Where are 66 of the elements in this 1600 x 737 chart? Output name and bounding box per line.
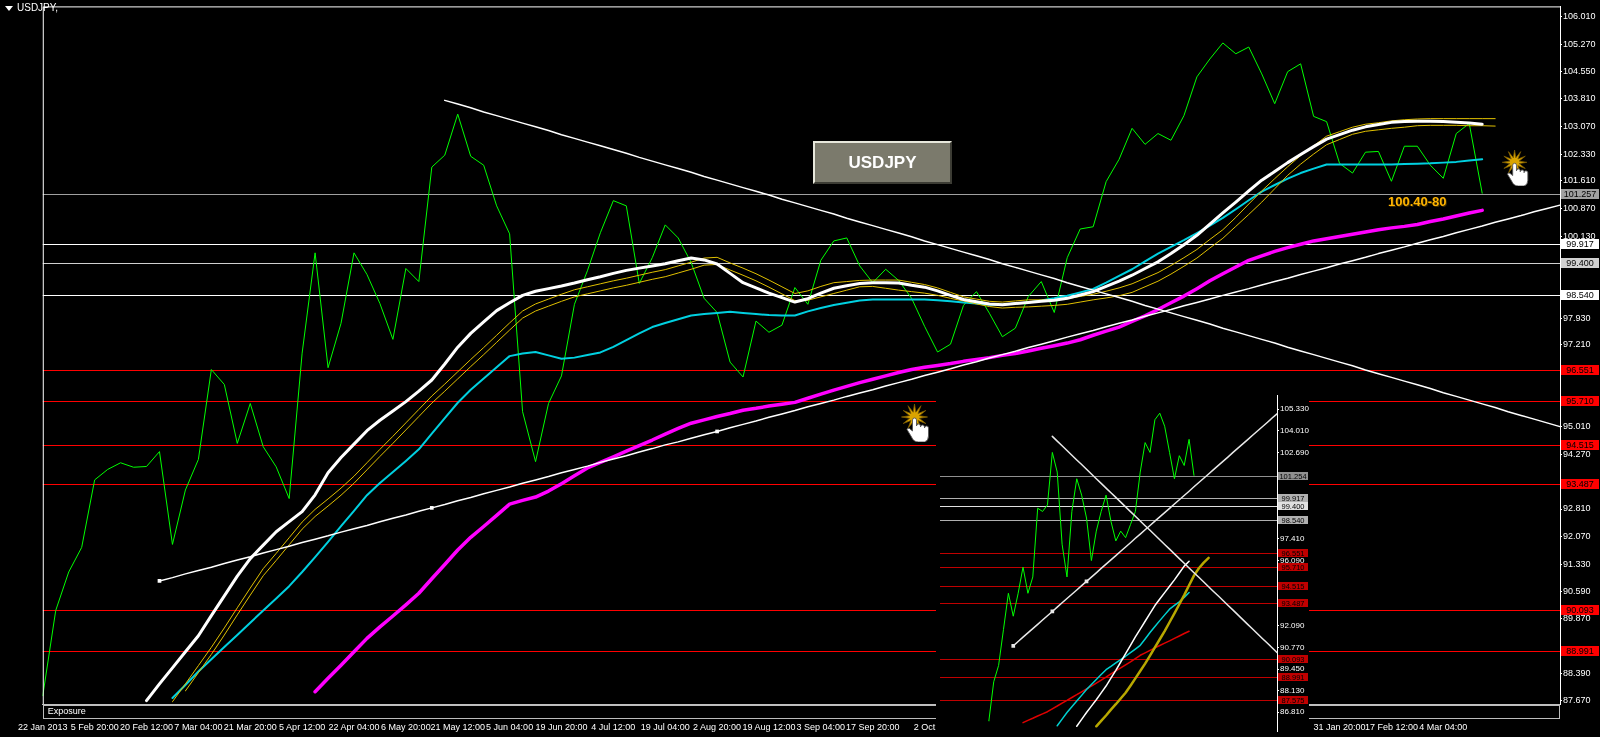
x-tick-label: 5 Feb 20:00 — [70, 721, 119, 732]
y-tick-label: 103.810 — [1563, 93, 1596, 104]
y-tick-label: 105.330 — [1280, 404, 1310, 414]
y-tick-label: 89.450 — [1280, 664, 1306, 674]
y-tick-label: 105.270 — [1563, 38, 1596, 49]
y-tick-label: 104.550 — [1563, 65, 1596, 76]
x-tick-label: 22 Jan 2013 — [18, 721, 68, 732]
x-tick-label: 31 Jan 20:00 — [1313, 721, 1366, 732]
y-tick-label: 106.010 — [1563, 11, 1596, 22]
y-tick-label: 92.090 — [1280, 621, 1306, 631]
x-tick-label: 17 Sep 20:00 — [845, 721, 900, 732]
x-tick-label: 5 Apr 12:00 — [279, 721, 326, 732]
x-tick-label: 6 May 20:00 — [381, 721, 431, 732]
y-tick-label: 102.330 — [1563, 148, 1596, 159]
chart-title: USDJPY, — [17, 2, 58, 14]
y-tick-label: 86.810 — [1280, 707, 1306, 717]
y-tick-label: 92.810 — [1563, 503, 1591, 514]
x-tick-label: 2 Oct — [913, 721, 936, 732]
y-tick-label: 102.690 — [1280, 447, 1310, 457]
ref-line-label: 99.917 — [1566, 238, 1594, 249]
label-button: USDJPY — [813, 141, 952, 184]
y-tick-label: 97.930 — [1563, 312, 1591, 323]
x-tick-label: 19 Jun 20:00 — [535, 721, 588, 732]
y-tick-label: 97.410 — [1280, 534, 1306, 544]
ref-line-label: 96.551 — [1566, 364, 1594, 375]
y-tick-label: 103.070 — [1563, 120, 1596, 131]
ref-line-label: 93.487 — [1566, 478, 1594, 489]
x-tick-label: 2 Aug 20:00 — [693, 721, 742, 732]
x-tick-label: 19 Aug 12:00 — [742, 721, 796, 732]
x-tick-label: 21 May 12:00 — [430, 721, 486, 732]
y-tick-label: 104.010 — [1280, 426, 1310, 436]
annotation: 100.40-80 — [1388, 194, 1447, 209]
x-tick-label: 21 Mar 20:00 — [223, 721, 277, 732]
y-tick-label: 87.670 — [1563, 695, 1591, 706]
y-tick-label: 90.590 — [1563, 586, 1591, 597]
ref-line-label: 88.991 — [1566, 645, 1594, 656]
y-tick-label: 90.770 — [1280, 642, 1306, 652]
point — [1011, 643, 1016, 648]
point — [429, 506, 434, 510]
x-tick-label: 17 Feb 12:00 — [1364, 721, 1418, 732]
y-tick-label: 91.330 — [1563, 558, 1591, 569]
ref-line-label: 95.710 — [1566, 395, 1594, 406]
x-tick-label: 20 Feb 12:00 — [119, 721, 174, 732]
ref-line-label: 90.093 — [1566, 604, 1594, 615]
y-tick-label: 88.390 — [1563, 668, 1591, 679]
y-tick-label: 100.130 — [1563, 230, 1596, 241]
ref-line-label: 101.257 — [1563, 188, 1597, 199]
y-tick-label: 96.090 — [1280, 555, 1306, 565]
ref-line-label: 94.515 — [1566, 439, 1594, 450]
y-tick-label: 88.130 — [1280, 685, 1306, 695]
x-tick-label: 5 Jun 04:00 — [486, 721, 534, 732]
y-tick-label: 89.870 — [1563, 613, 1591, 624]
y-tick-label: 101.610 — [1563, 175, 1596, 186]
x-tick-label: 4 Jul 12:00 — [591, 721, 636, 732]
y-tick-label: 95.010 — [1563, 421, 1591, 432]
y-tick-label: 100.870 — [1563, 202, 1596, 213]
x-tick-label: 3 Sep 04:00 — [796, 721, 846, 732]
y-tick-label: 94.270 — [1563, 449, 1591, 460]
ref-line-label: 99.400 — [1566, 257, 1594, 268]
x-tick-label: 19 Jul 04:00 — [640, 721, 690, 732]
y-tick-label: 92.070 — [1563, 531, 1591, 542]
x-tick-label: 4 Mar 04:00 — [1419, 721, 1468, 732]
x-tick-label: 22 Apr 04:00 — [328, 721, 380, 732]
x-tick-label: 7 Mar 04:00 — [174, 721, 223, 732]
y-tick-label: 97.210 — [1563, 339, 1591, 350]
ref-line-label: 98.540 — [1566, 289, 1594, 300]
